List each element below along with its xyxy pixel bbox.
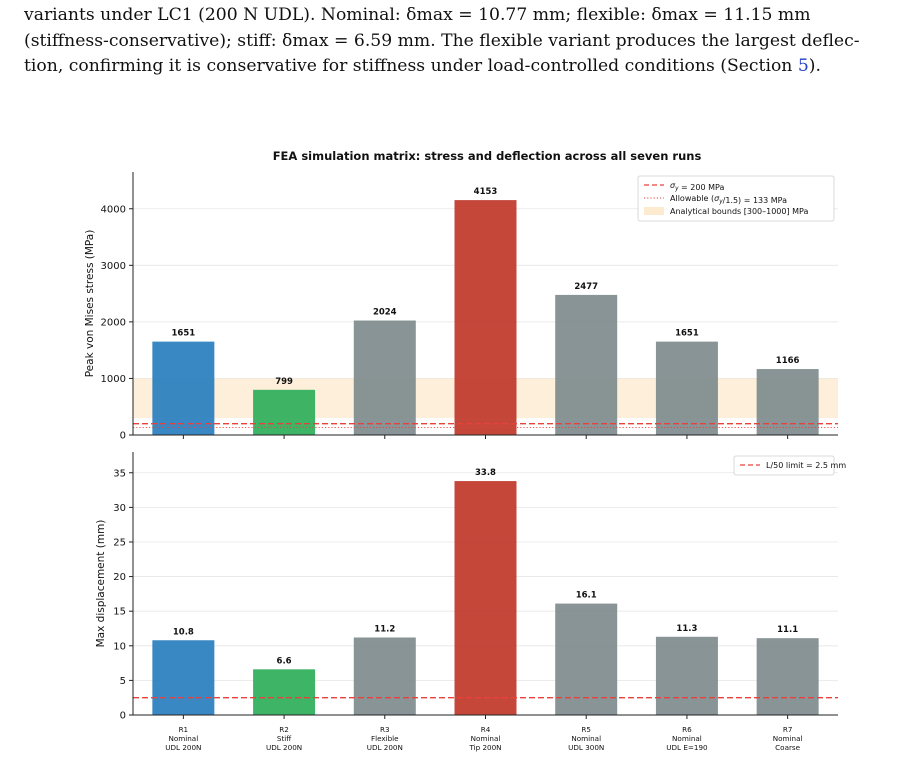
y-tick-label: 35 xyxy=(113,468,126,479)
stress-chart: 1651 799 2024 4153 2477 1651 1166 0 1000 2000 3000… xyxy=(84,172,838,442)
paragraph-line-1: variants under LC1 (200 N UDL). Nominal:… xyxy=(24,5,811,25)
legend-label: Analytical bounds [300–1000] MPa xyxy=(670,207,809,216)
x-category-label: Flexible xyxy=(371,734,399,743)
bar-r1 xyxy=(152,341,215,435)
data-label: 16.1 xyxy=(576,591,597,601)
data-label: 33.8 xyxy=(475,468,496,478)
x-category-label: Tip 200N xyxy=(468,743,501,752)
x-category-label: R7 xyxy=(783,725,793,734)
x-category-label: UDL 200N xyxy=(266,743,302,752)
data-label: 1166 xyxy=(776,356,800,366)
data-label: 6.6 xyxy=(277,656,292,666)
x-category-label: R2 xyxy=(279,725,289,734)
bar-r5 xyxy=(555,294,618,435)
y-tick-label: 10 xyxy=(113,641,126,652)
legend-box xyxy=(733,455,835,476)
paragraph-line-3: tion, confirming it is conservative for … xyxy=(24,54,821,79)
section-link[interactable]: 5 xyxy=(797,56,809,76)
bar-r4 xyxy=(454,200,517,435)
x-category-label: R6 xyxy=(682,725,692,734)
x-category-label: UDL E=190 xyxy=(666,743,708,752)
y-tick-label: 2000 xyxy=(101,317,126,328)
displacement-chart: 10.8 6.6 11.2 33.8 16.1 11.3 11.1 0 5 10 15 20 25 30 3… xyxy=(95,452,846,752)
x-category-label: UDL 200N xyxy=(165,743,201,752)
data-label: 1651 xyxy=(172,329,196,339)
y-tick-label: 1000 xyxy=(101,374,126,385)
data-label: 799 xyxy=(275,377,293,387)
x-category-label: R4 xyxy=(481,725,491,734)
bar-r1 xyxy=(152,640,215,715)
data-label: 11.3 xyxy=(676,624,697,634)
x-category-label: UDL 200N xyxy=(367,743,403,752)
legend: σy = 200 MPa Allowable (σy/1.5) = 133 MPa… xyxy=(637,175,835,222)
bar-r7 xyxy=(756,638,819,715)
y-tick-label: 20 xyxy=(113,572,126,583)
x-category-label: UDL 300N xyxy=(568,743,604,752)
x-category-label: Nominal xyxy=(672,734,702,743)
legend-band-swatch xyxy=(644,207,664,215)
data-label: 2477 xyxy=(574,282,598,292)
bar-r7 xyxy=(756,369,819,435)
data-label: 10.8 xyxy=(173,627,194,637)
bar-r6 xyxy=(655,341,718,435)
bar-r6 xyxy=(655,636,718,715)
bar-r4 xyxy=(454,481,517,715)
bar-r3 xyxy=(353,637,416,715)
paragraph-line-2: (stiffness-conservative); stiff: δmax = … xyxy=(24,31,860,51)
data-label: 11.2 xyxy=(374,624,395,634)
legend-box xyxy=(637,175,835,222)
figure-title: FEA simulation matrix: stress and deflec… xyxy=(273,149,702,163)
legend-label: σy = 200 MPa xyxy=(670,181,724,192)
y-tick-label: 3000 xyxy=(101,261,126,272)
y-tick-label: 25 xyxy=(113,537,126,548)
x-category-label: R3 xyxy=(380,725,390,734)
bar-r2 xyxy=(253,389,316,435)
bar-r3 xyxy=(353,320,416,435)
x-category-label: Nominal xyxy=(571,734,601,743)
data-label: 1651 xyxy=(675,329,699,339)
x-category-label: Nominal xyxy=(471,734,501,743)
x-category-label: Nominal xyxy=(773,734,803,743)
legend-label: L/50 limit = 2.5 mm xyxy=(766,461,846,470)
bar-r5 xyxy=(555,603,618,715)
data-label: 11.1 xyxy=(777,625,798,635)
paragraph-line-3-end: ). xyxy=(808,56,821,76)
x-category-label: R1 xyxy=(179,725,189,734)
legend-label: Allowable (σy/1.5) = 133 MPa xyxy=(670,194,787,205)
data-label: 4153 xyxy=(474,187,498,197)
y-axis-label: Peak von Mises stress (MPa) xyxy=(84,230,96,378)
y-tick-label: 0 xyxy=(120,711,126,722)
y-tick-label: 5 xyxy=(120,676,126,687)
y-axis-label: Max displacement (mm) xyxy=(95,520,107,648)
data-label: 2024 xyxy=(373,308,397,318)
x-category-label: Nominal xyxy=(168,734,198,743)
x-category-label: Stiff xyxy=(277,734,292,743)
legend: L/50 limit = 2.5 mm xyxy=(733,455,846,476)
bar-r2 xyxy=(253,669,316,715)
y-tick-label: 4000 xyxy=(101,204,126,215)
x-category-label: R5 xyxy=(581,725,591,734)
y-tick-label: 0 xyxy=(120,431,126,442)
y-tick-label: 15 xyxy=(113,607,126,618)
x-category-label: Coarse xyxy=(775,743,801,752)
paragraph-line-3-text: tion, confirming it is conservative for … xyxy=(24,56,798,76)
y-tick-label: 30 xyxy=(113,503,126,514)
